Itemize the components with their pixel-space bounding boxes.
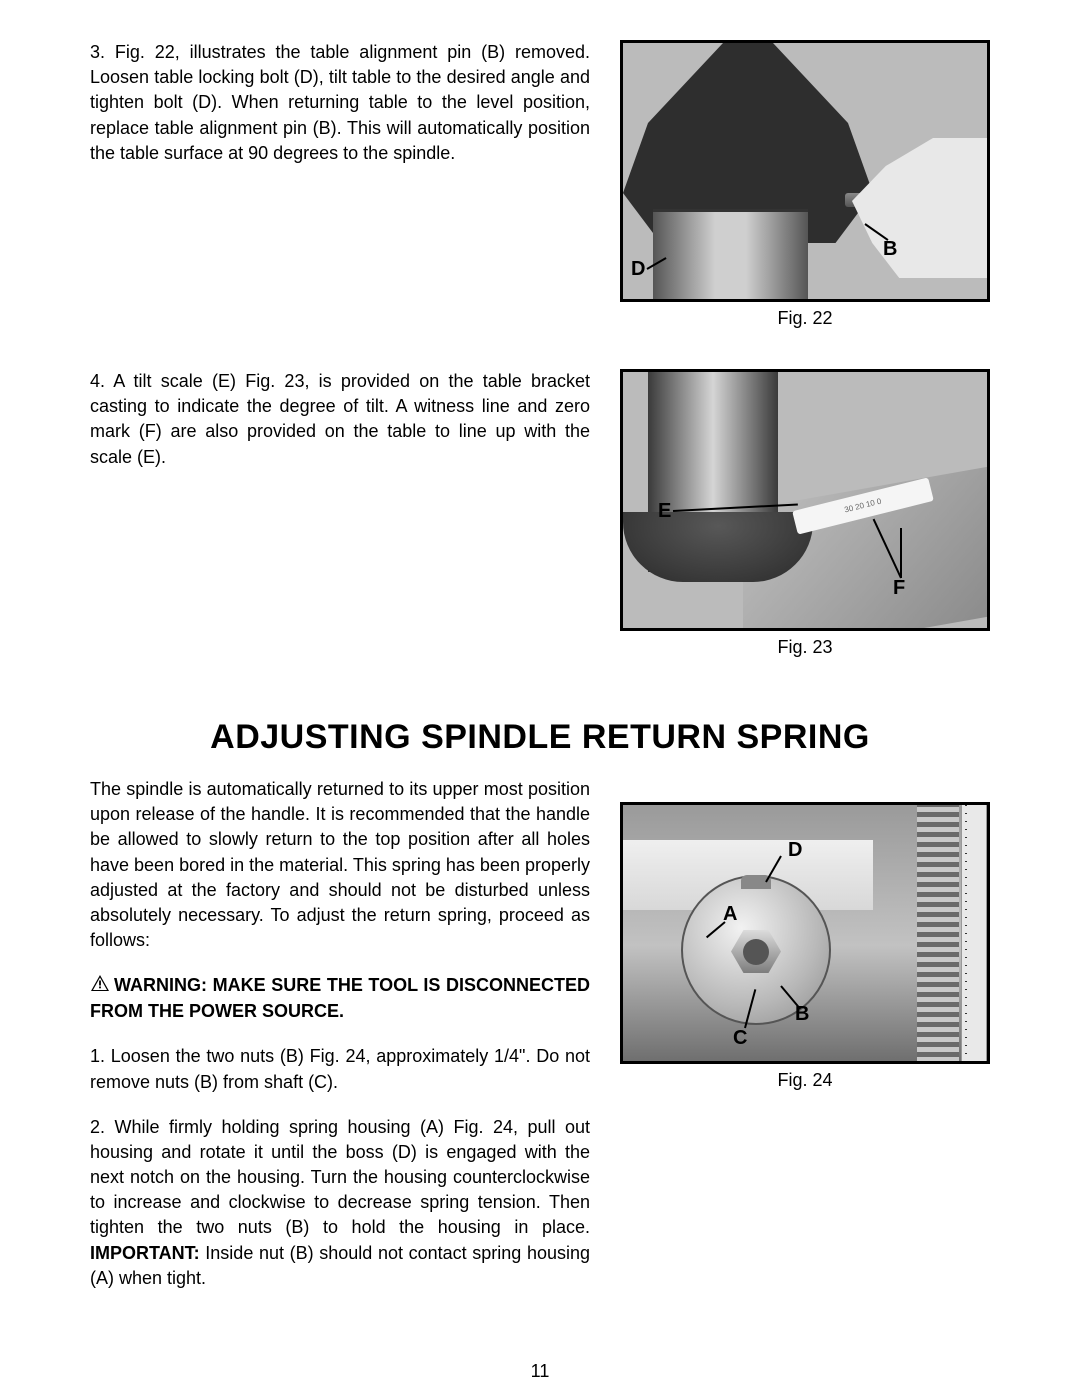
section-warning: WARNING: MAKE SURE THE TOOL IS DIS­CONNE… (90, 973, 590, 1024)
figure-23-caption: Fig. 23 (777, 637, 832, 658)
section-title: ADJUSTING SPINDLE RETURN SPRING (90, 718, 990, 757)
figure-24-column: D A B C Fig. 24 (620, 802, 990, 1291)
page-number: 11 (0, 1361, 1080, 1382)
figure-22: B D (620, 40, 990, 302)
figure-22-column: B D Fig. 22 (620, 40, 990, 329)
fig22-label-b: B (883, 238, 897, 261)
step-4-text: 4. A tilt scale (E) Fig. 23, is provided… (90, 369, 590, 658)
figure-23-column: 30 20 10 0 E F Fig. 23 (620, 369, 990, 658)
section-intro: The spindle is automatically returned to… (90, 777, 590, 953)
fig22-label-d: D (631, 258, 645, 281)
step-3-paragraph: 3. Fig. 22, illustrates the table alignm… (90, 40, 590, 166)
fig23-label-e: E (658, 500, 671, 523)
figure-22-caption: Fig. 22 (777, 308, 832, 329)
section-step-2: 2. While firmly holding spring housing (… (90, 1115, 590, 1291)
step-3-text: 3. Fig. 22, illustrates the table alignm… (90, 40, 590, 329)
fig23-label-f: F (893, 577, 905, 600)
warning-icon (90, 974, 110, 999)
figure-24-caption: Fig. 24 (777, 1070, 832, 1091)
figure-24: D A B C (620, 802, 990, 1064)
figure-23: 30 20 10 0 E F (620, 369, 990, 631)
step-4-paragraph: 4. A tilt scale (E) Fig. 23, is provided… (90, 369, 590, 470)
fig24-label-c: C (733, 1027, 747, 1050)
section-text-column: The spindle is automatically returned to… (90, 777, 590, 1291)
fig24-label-d: D (788, 839, 802, 862)
section-step-1: 1. Loosen the two nuts (B) Fig. 24, appr… (90, 1044, 590, 1094)
